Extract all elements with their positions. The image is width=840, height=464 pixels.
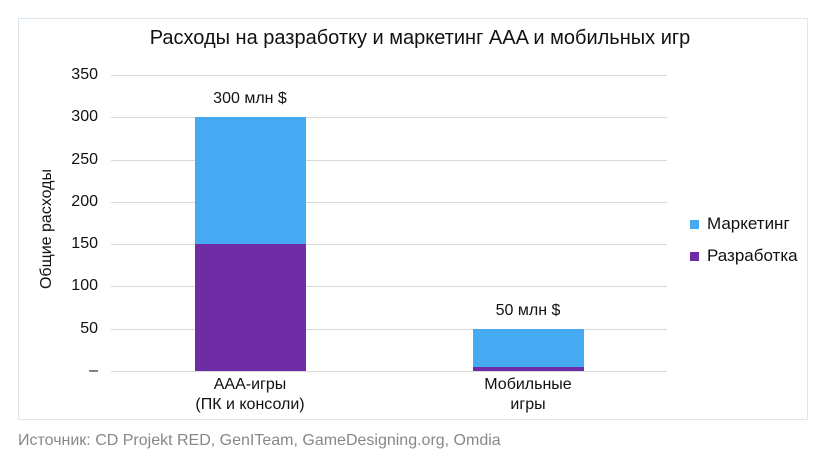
gridline bbox=[111, 117, 667, 119]
y-tick-label: 50 bbox=[80, 319, 98, 337]
bar-segment bbox=[194, 117, 306, 245]
source-note: Источник: CD Projekt RED, GenITeam, Game… bbox=[18, 432, 501, 449]
chart-frame bbox=[18, 18, 808, 420]
chart-title: Расходы на разработку и маркетинг AAA и … bbox=[149, 27, 691, 49]
legend-item-development: Разработка bbox=[690, 240, 798, 272]
y-tick-label: 350 bbox=[71, 66, 98, 83]
legend: Маркетинг Разработка bbox=[690, 208, 798, 272]
y-tick-label: – bbox=[89, 362, 98, 379]
bar-segment bbox=[472, 328, 584, 367]
gridline bbox=[111, 286, 667, 288]
y-axis-label: Общие расходы bbox=[38, 168, 55, 290]
legend-swatch-development bbox=[690, 251, 699, 261]
x-category-label: Мобильные игры bbox=[484, 376, 572, 413]
x-category-label: AAA-игры (ПК и консоли) bbox=[195, 376, 305, 413]
y-tick-label: 200 bbox=[71, 192, 98, 210]
gridline bbox=[111, 244, 667, 246]
bar-segment bbox=[472, 366, 584, 371]
y-tick-label: 150 bbox=[71, 235, 98, 253]
gridline bbox=[111, 328, 667, 330]
data-label: 50 млн $ bbox=[495, 301, 561, 319]
bar-segment bbox=[194, 244, 306, 371]
gridline bbox=[111, 159, 667, 161]
legend-label-marketing: Маркетинг bbox=[707, 214, 790, 233]
gridline bbox=[111, 75, 667, 76]
y-tick-label: 300 bbox=[71, 108, 98, 126]
y-tick-label: 100 bbox=[71, 277, 98, 295]
gridline bbox=[111, 371, 667, 372]
legend-label-development: Разработка bbox=[707, 246, 798, 265]
y-tick-label: 250 bbox=[71, 150, 98, 168]
data-label: 300 млн $ bbox=[213, 90, 287, 108]
gridline bbox=[111, 201, 667, 203]
legend-swatch-marketing bbox=[690, 219, 699, 229]
legend-item-marketing: Маркетинг bbox=[690, 208, 798, 240]
